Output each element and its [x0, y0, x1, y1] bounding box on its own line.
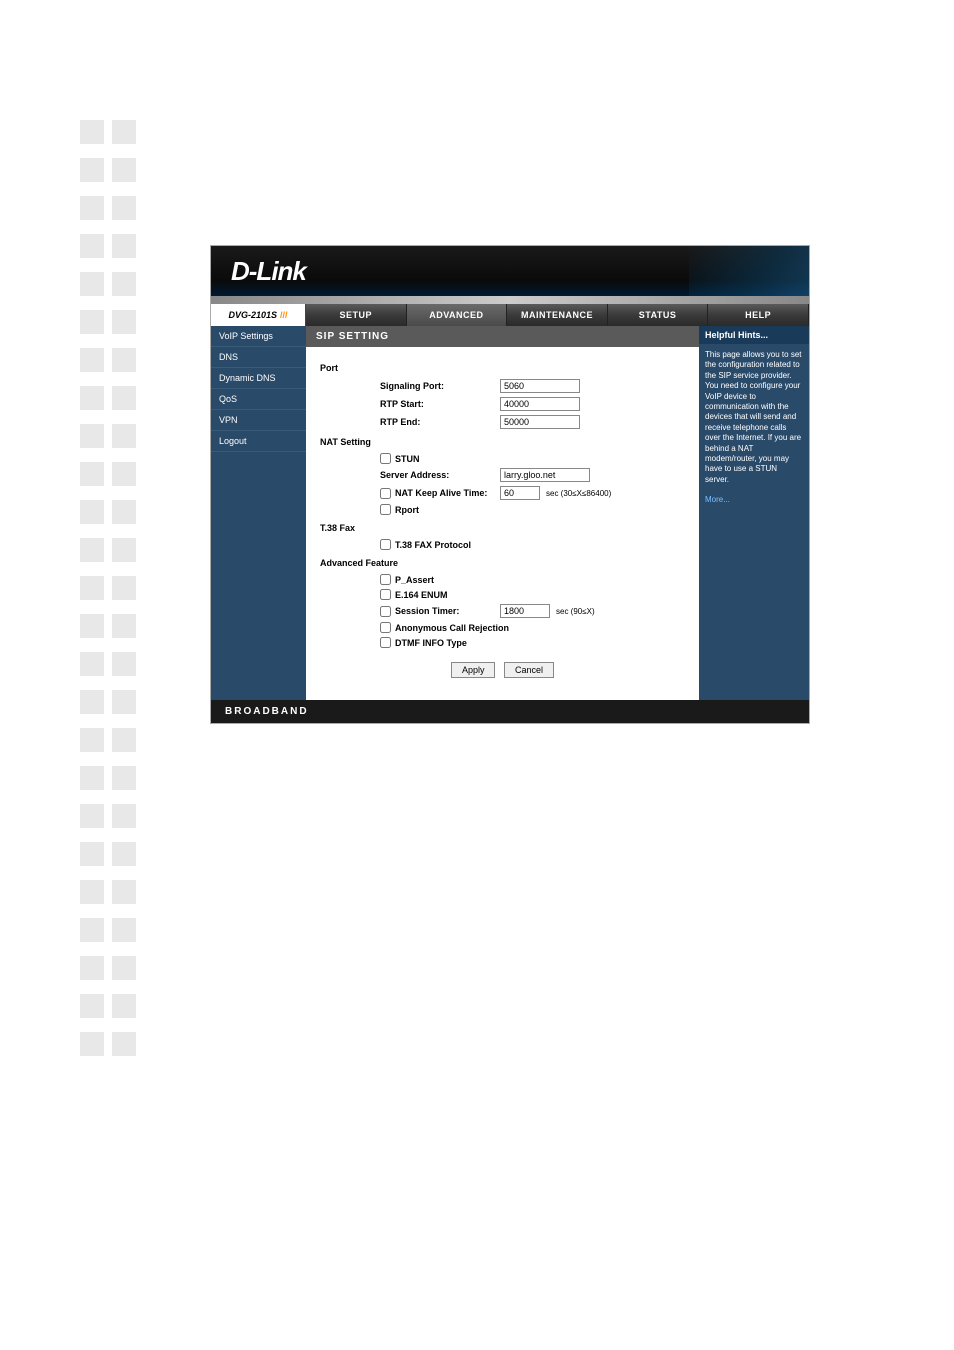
- keepalive-input[interactable]: [500, 486, 540, 500]
- e164-label: E.164 ENUM: [395, 590, 448, 600]
- sidebar-qos[interactable]: QoS: [211, 389, 306, 410]
- keepalive-hint: sec (30≤X≤86400): [546, 489, 611, 498]
- apply-button[interactable]: Apply: [451, 662, 496, 678]
- passert-checkbox[interactable]: [380, 574, 391, 585]
- passert-label: P_Assert: [395, 575, 434, 585]
- rtp-end-input[interactable]: [500, 415, 580, 429]
- session-timer-input[interactable]: [500, 604, 550, 618]
- group-fax: T.38 Fax: [320, 523, 685, 533]
- help-title: Helpful Hints...: [699, 326, 809, 344]
- header-divider: [211, 296, 809, 304]
- sidebar-vpn[interactable]: VPN: [211, 410, 306, 431]
- tab-help[interactable]: HELP: [708, 304, 809, 326]
- model-label: DVG-2101S///: [211, 304, 306, 326]
- group-advanced: Advanced Feature: [320, 558, 685, 568]
- signaling-port-label: Signaling Port:: [380, 381, 500, 391]
- server-address-input[interactable]: [500, 468, 590, 482]
- footer: BROADBAND: [211, 700, 809, 723]
- anon-reject-label: Anonymous Call Rejection: [395, 623, 509, 633]
- t38-checkbox[interactable]: [380, 539, 391, 550]
- rport-label: Rport: [395, 505, 419, 515]
- tab-setup[interactable]: SETUP: [306, 304, 407, 326]
- signaling-port-input[interactable]: [500, 379, 580, 393]
- e164-checkbox[interactable]: [380, 589, 391, 600]
- brand-logo: D-Link: [231, 256, 306, 287]
- decorative-squares: [80, 120, 136, 1070]
- t38-label: T.38 FAX Protocol: [395, 540, 471, 550]
- stun-label: STUN: [395, 454, 420, 464]
- help-more-link[interactable]: More...: [705, 495, 803, 505]
- router-admin-ui: D-Link DVG-2101S/// SETUP ADVANCED MAINT…: [210, 245, 810, 724]
- rport-checkbox[interactable]: [380, 504, 391, 515]
- anon-reject-checkbox[interactable]: [380, 622, 391, 633]
- left-sidebar: VoIP Settings DNS Dynamic DNS QoS VPN Lo…: [211, 326, 306, 700]
- dtmf-label: DTMF INFO Type: [395, 638, 467, 648]
- server-address-label: Server Address:: [380, 470, 500, 480]
- tab-status[interactable]: STATUS: [608, 304, 709, 326]
- group-nat: NAT Setting: [320, 437, 685, 447]
- sidebar-dynamic-dns[interactable]: Dynamic DNS: [211, 368, 306, 389]
- session-timer-checkbox[interactable]: [380, 606, 391, 617]
- rtp-start-input[interactable]: [500, 397, 580, 411]
- session-timer-hint: sec (90≤X): [556, 607, 595, 616]
- top-nav: DVG-2101S/// SETUP ADVANCED MAINTENANCE …: [211, 304, 809, 326]
- brand-header: D-Link: [211, 246, 809, 296]
- help-body-text: This page allows you to set the configur…: [705, 350, 803, 485]
- section-title: SIP SETTING: [306, 326, 699, 347]
- group-port: Port: [320, 363, 685, 373]
- keepalive-checkbox[interactable]: [380, 488, 391, 499]
- main-panel: SIP SETTING Port Signaling Port: RTP Sta…: [306, 326, 699, 700]
- help-sidebar: Helpful Hints... This page allows you to…: [699, 326, 809, 700]
- dtmf-checkbox[interactable]: [380, 637, 391, 648]
- sidebar-logout[interactable]: Logout: [211, 431, 306, 452]
- sidebar-voip-settings[interactable]: VoIP Settings: [211, 326, 306, 347]
- rtp-start-label: RTP Start:: [380, 399, 500, 409]
- tab-advanced[interactable]: ADVANCED: [407, 304, 508, 326]
- keepalive-label: NAT Keep Alive Time:: [395, 488, 487, 498]
- cancel-button[interactable]: Cancel: [504, 662, 554, 678]
- session-timer-label: Session Timer:: [395, 606, 459, 616]
- sidebar-dns[interactable]: DNS: [211, 347, 306, 368]
- tab-maintenance[interactable]: MAINTENANCE: [507, 304, 608, 326]
- rtp-end-label: RTP End:: [380, 417, 500, 427]
- stun-checkbox[interactable]: [380, 453, 391, 464]
